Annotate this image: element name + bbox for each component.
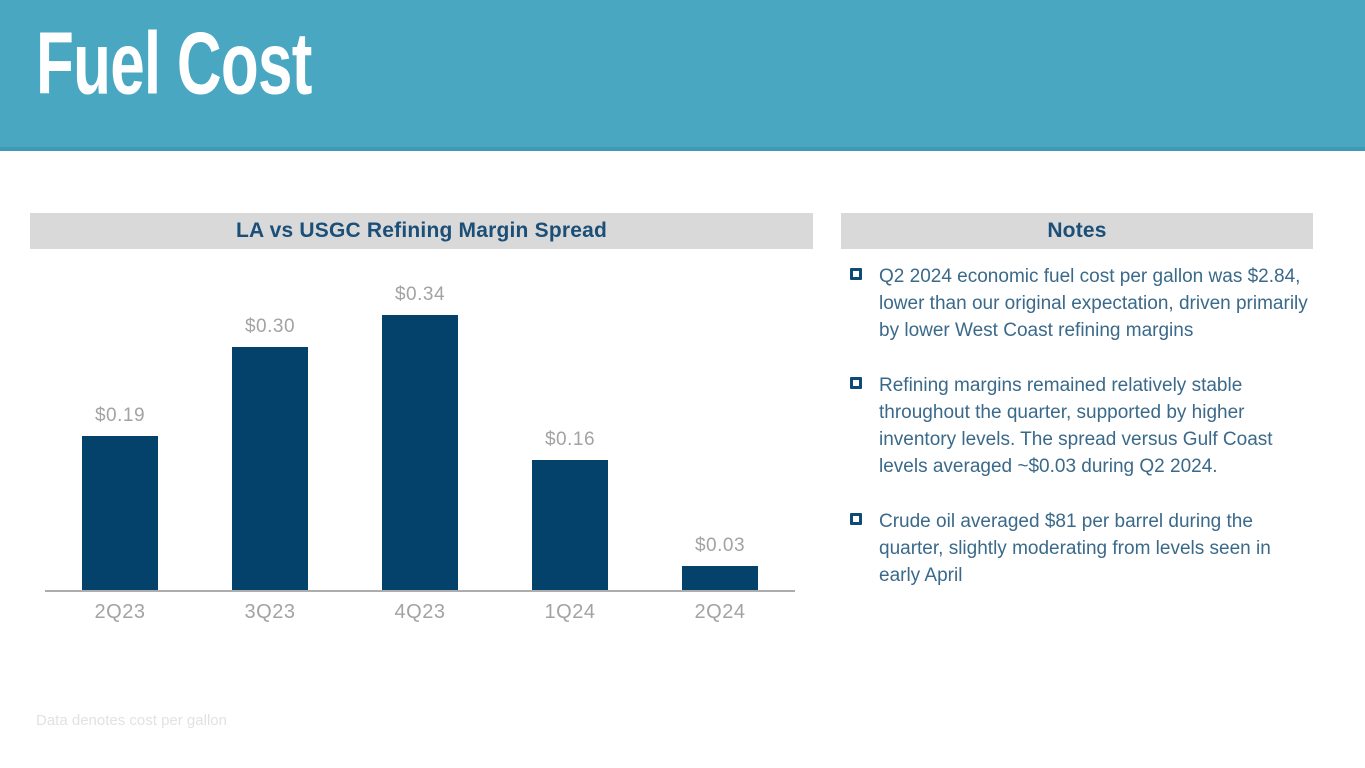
header-band: Fuel Cost [0,0,1365,151]
note-item: Q2 2024 economic fuel cost per gallon wa… [850,263,1316,344]
chart-title: LA vs USGC Refining Margin Spread [235,219,608,242]
checkbox-bullet-icon [850,513,862,525]
bar [532,460,608,590]
bar-value-label: $0.30 [244,316,296,337]
notes-title-bar: Notes [841,213,1313,249]
note-text: Crude oil averaged $81 per barrel during… [879,511,1271,586]
bar [682,566,758,590]
x-axis-label: 2Q23 [94,601,146,623]
note-text: Q2 2024 economic fuel cost per gallon wa… [879,266,1308,341]
footnote: Data denotes cost per gallon [36,712,227,729]
bar-value-label: $0.34 [394,284,446,305]
bar-value-label: $0.03 [694,535,746,556]
bar-column: $0.03 [645,535,795,590]
bar [382,315,458,590]
page-title: Fuel Cost [36,15,312,113]
note-item: Crude oil averaged $81 per barrel during… [850,508,1316,589]
checkbox-bullet-icon [850,268,862,280]
x-axis-label: 1Q24 [544,601,596,623]
note-text: Refining margins remained relatively sta… [879,375,1273,477]
bar-column: $0.16 [495,429,645,590]
x-axis-label: 3Q23 [244,601,296,623]
bar-column: $0.19 [45,405,195,590]
note-item: Refining margins remained relatively sta… [850,372,1316,480]
bars: $0.19 $0.30 $0.34 $0.16 $0.03 [45,270,795,592]
bar-column: $0.30 [195,316,345,590]
chart-title-bar: LA vs USGC Refining Margin Spread [30,213,813,249]
x-axis-label: 4Q23 [394,601,446,623]
notes-list: Q2 2024 economic fuel cost per gallon wa… [850,263,1316,617]
x-axis-label: 2Q24 [694,601,746,623]
bar-value-label: $0.19 [94,405,146,426]
x-labels: 2Q23 3Q23 4Q23 1Q24 2Q24 [45,592,795,624]
bar [82,436,158,590]
bar-value-label: $0.16 [544,429,596,450]
bar [232,347,308,590]
bar-chart: $0.19 $0.30 $0.34 $0.16 $0.03 2Q23 3Q23 4Q23 1Q… [45,270,795,624]
checkbox-bullet-icon [850,377,862,389]
bar-column: $0.34 [345,284,495,590]
notes-title: Notes [1047,219,1107,242]
